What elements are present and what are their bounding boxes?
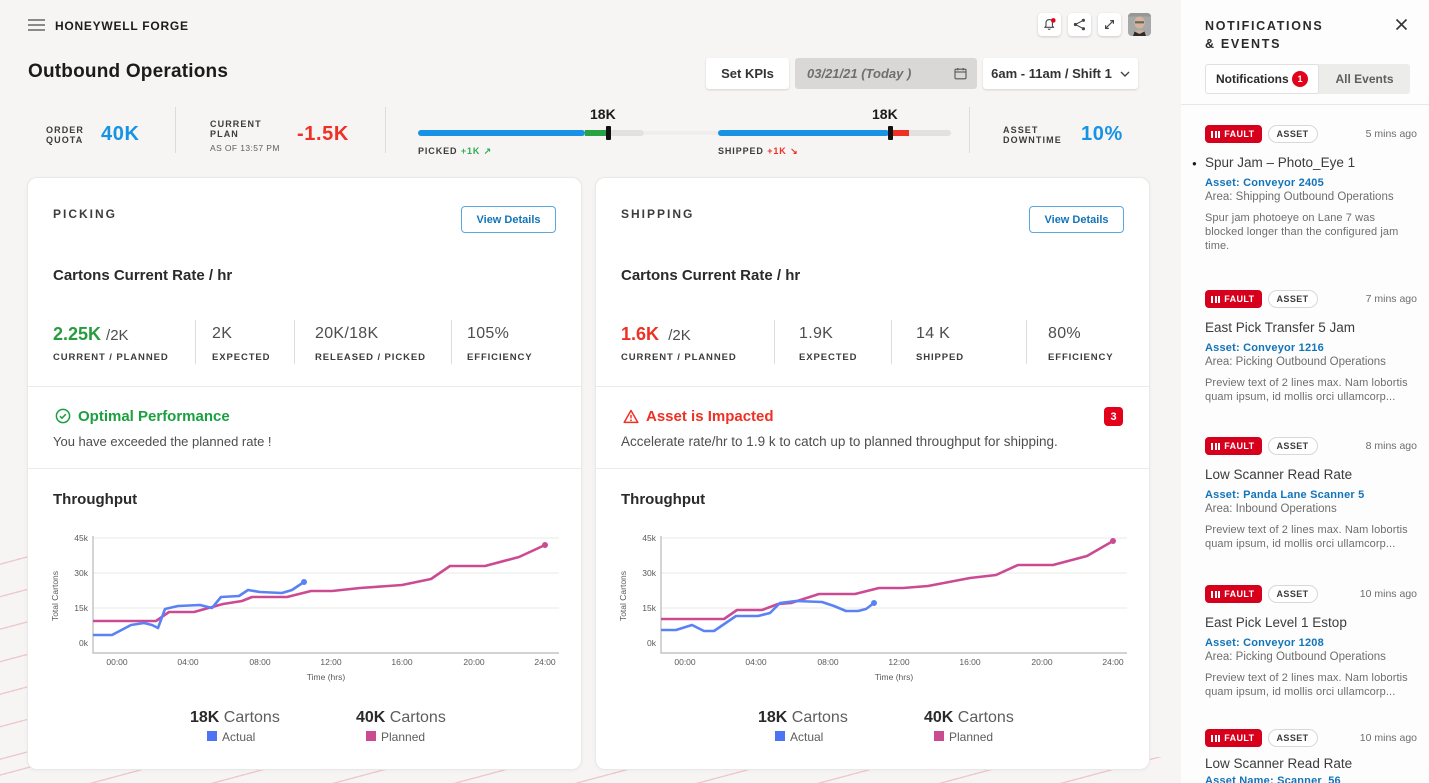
svg-text:04:00: 04:00 <box>745 657 767 667</box>
svg-text:08:00: 08:00 <box>249 657 271 667</box>
svg-text:15k: 15k <box>74 603 88 613</box>
svg-text:0k: 0k <box>79 638 89 648</box>
svg-text:24:00: 24:00 <box>534 657 556 667</box>
svg-text:0k: 0k <box>647 638 657 648</box>
svg-text:30k: 30k <box>74 568 88 578</box>
svg-text:20:00: 20:00 <box>463 657 485 667</box>
svg-text:16:00: 16:00 <box>959 657 981 667</box>
svg-text:Total Cartons: Total Cartons <box>618 571 628 621</box>
svg-text:12:00: 12:00 <box>320 657 342 667</box>
svg-text:30k: 30k <box>642 568 656 578</box>
svg-text:20:00: 20:00 <box>1031 657 1053 667</box>
svg-text:Time (hrs): Time (hrs) <box>307 672 346 682</box>
svg-text:Total Cartons: Total Cartons <box>50 571 60 621</box>
svg-text:15k: 15k <box>642 603 656 613</box>
svg-text:12:00: 12:00 <box>888 657 910 667</box>
svg-text:45k: 45k <box>642 533 656 543</box>
svg-text:00:00: 00:00 <box>674 657 696 667</box>
svg-text:04:00: 04:00 <box>177 657 199 667</box>
svg-text:16:00: 16:00 <box>391 657 413 667</box>
svg-text:08:00: 08:00 <box>817 657 839 667</box>
svg-text:Time (hrs): Time (hrs) <box>875 672 914 682</box>
svg-text:00:00: 00:00 <box>106 657 128 667</box>
svg-text:45k: 45k <box>74 533 88 543</box>
svg-text:24:00: 24:00 <box>1102 657 1124 667</box>
